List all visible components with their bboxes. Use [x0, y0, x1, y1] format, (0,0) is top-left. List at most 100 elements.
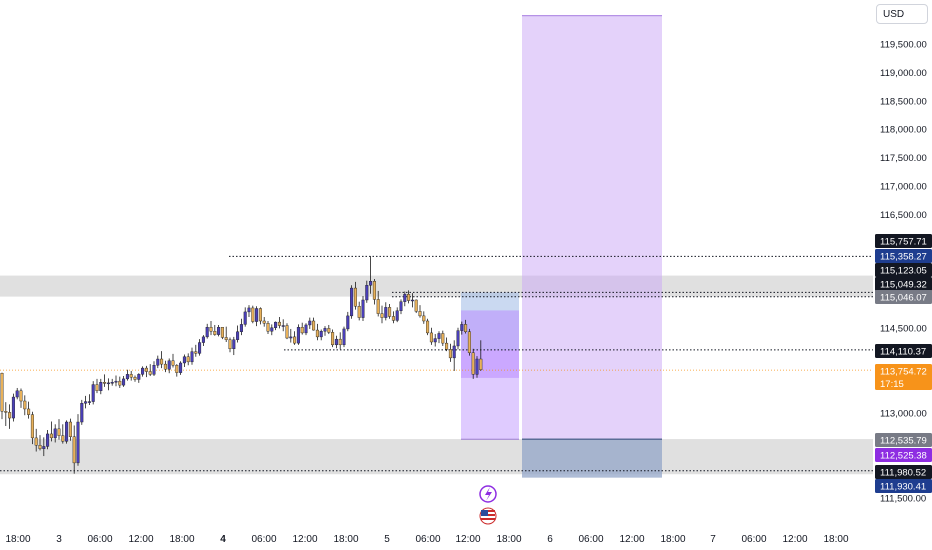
time-tick-label: 12:00	[455, 534, 480, 545]
candle-body	[388, 307, 392, 317]
time-tick-label: 06:00	[251, 534, 276, 545]
time-tick-label: 18:00	[823, 534, 848, 545]
candle-body	[399, 301, 403, 311]
candle-body	[80, 403, 84, 423]
candle-body	[137, 374, 141, 380]
candle-body	[236, 331, 240, 340]
candle-body	[445, 342, 449, 350]
price-label-tag	[875, 249, 932, 263]
long-position-profit-zone[interactable]	[522, 15, 662, 440]
candle-body	[422, 315, 426, 322]
candle-body	[277, 321, 281, 326]
price-label-tag	[875, 234, 932, 248]
candle-body	[224, 337, 228, 340]
price-label-tag	[875, 433, 932, 447]
candle-body	[118, 380, 122, 386]
time-tick-label: 12:00	[292, 534, 317, 545]
candle-body	[304, 324, 308, 334]
price-label-text: 115,757.71	[880, 237, 927, 248]
candle-body	[395, 310, 399, 321]
price-tick-label: 114,500.00	[880, 323, 927, 334]
time-tick-label: 4	[220, 534, 226, 545]
price-tick-label: 113,000.00	[880, 408, 927, 419]
price-tick-label: 119,500.00	[880, 40, 927, 51]
candle-body	[175, 365, 179, 373]
price-label-tag	[875, 263, 932, 277]
candle-body	[429, 332, 433, 343]
candle-body	[95, 384, 99, 392]
price-tick-label: 119,000.00	[880, 68, 927, 79]
price-label-text: 112,525.38	[880, 451, 927, 462]
candle-body	[452, 345, 456, 359]
candle-body	[144, 367, 148, 372]
long-position-risk-zone[interactable]	[522, 439, 662, 478]
supply-zone[interactable]	[0, 275, 873, 297]
candle-body	[46, 433, 50, 447]
price-axis[interactable]: 119,500.00 119,000.00 118,500.00 118,000.00…	[880, 40, 927, 505]
price-label-tag	[875, 290, 932, 304]
candle-body	[4, 411, 8, 413]
candle-body	[319, 331, 323, 338]
candle-body	[213, 331, 217, 335]
candle-body	[270, 327, 274, 332]
candle-body	[384, 307, 388, 318]
time-tick-label: 06:00	[87, 534, 112, 545]
candle-body	[380, 313, 384, 318]
candle-body	[426, 320, 430, 334]
price-label-text: 115,046.07	[880, 293, 927, 304]
candle-body	[285, 325, 289, 339]
candle-body	[357, 306, 361, 318]
time-tick-label: 12:00	[128, 534, 153, 545]
candle-body	[141, 367, 145, 375]
time-axis[interactable]: 18:00 3 06:00 12:00 18:00 4 06:00 12:00 18:00 5 06…	[5, 534, 848, 545]
event-icons[interactable]	[479, 485, 497, 525]
candle-body	[8, 412, 12, 419]
price-label-tag	[875, 364, 932, 390]
position-tools-layer[interactable]	[461, 15, 662, 478]
candle-body	[186, 356, 190, 363]
candle-body	[308, 320, 312, 326]
candle-body	[65, 421, 69, 442]
time-tick-label: 18:00	[333, 534, 358, 545]
candle-body	[247, 307, 251, 313]
candle-body	[410, 299, 414, 302]
candle-body	[391, 316, 395, 321]
candle-body	[23, 400, 27, 410]
candle-body	[34, 437, 38, 446]
candle-body	[38, 445, 42, 449]
us-flag-icon[interactable]	[479, 507, 497, 525]
candle-body	[129, 374, 133, 378]
candle-body	[76, 421, 80, 464]
candle-body	[194, 351, 198, 354]
candle-body	[407, 294, 411, 301]
candle-body	[205, 327, 209, 338]
candle-body	[327, 328, 331, 333]
candle-body	[156, 358, 160, 366]
candle-body	[467, 331, 471, 353]
candle-body	[61, 435, 65, 442]
candle-body	[217, 327, 221, 335]
time-tick-label: 18:00	[5, 534, 30, 545]
currency-selector[interactable]: USD	[876, 4, 928, 24]
candle-body	[11, 396, 15, 419]
price-tick-label: 117,500.00	[880, 153, 927, 164]
candle-body	[437, 333, 441, 339]
candle-body	[42, 446, 46, 449]
price-label-tag	[875, 479, 932, 493]
price-tick-label: 118,000.00	[880, 125, 927, 136]
lightning-replay-icon[interactable]	[479, 485, 497, 503]
candle-body	[49, 433, 53, 439]
price-label-tag	[875, 448, 932, 462]
candle-body	[342, 328, 346, 346]
candle-body	[19, 390, 23, 402]
time-tick-label: 06:00	[578, 534, 603, 545]
demand-zone[interactable]	[0, 439, 873, 475]
price-tick-label: 118,500.00	[880, 96, 927, 107]
candle-body	[103, 382, 107, 384]
time-tick-label: 18:00	[169, 534, 194, 545]
candle-body	[152, 365, 156, 375]
candle-body	[365, 285, 369, 301]
candle-body	[53, 428, 57, 439]
price-label-text: 113,754.72	[880, 367, 927, 378]
